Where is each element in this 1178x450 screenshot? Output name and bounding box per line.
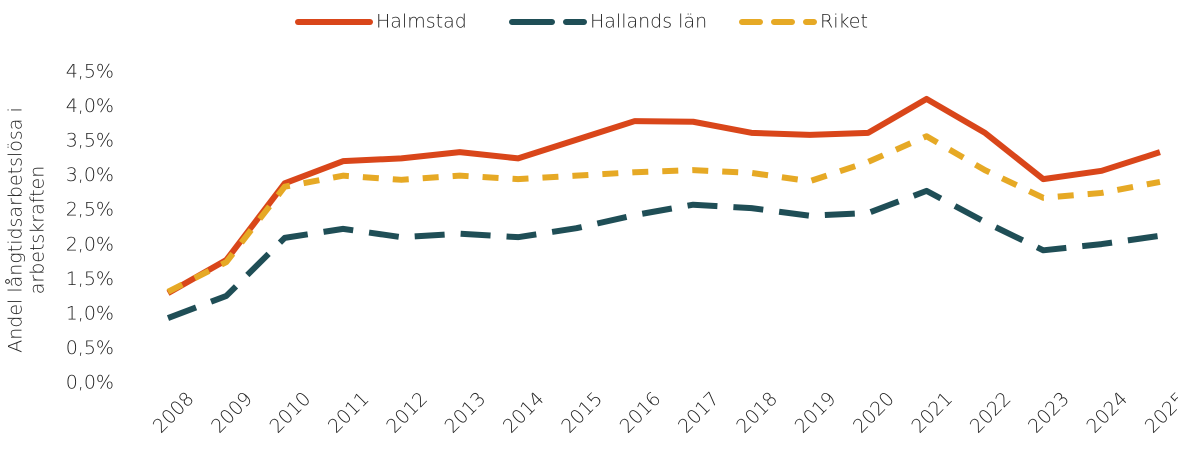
y-tick-label: 1,0% bbox=[66, 302, 114, 324]
y-tick-label: 4,5% bbox=[66, 61, 114, 83]
series-line bbox=[166, 95, 1161, 296]
x-tick-label: 2011 bbox=[324, 388, 374, 438]
y-tick-label: 0,0% bbox=[66, 372, 114, 394]
x-tick-label: 2010 bbox=[265, 388, 315, 438]
x-tick-label: 2025 bbox=[1141, 388, 1178, 438]
y-tick-label: 2,5% bbox=[66, 199, 114, 221]
legend-label: Hallands län bbox=[590, 11, 707, 33]
y-axis-label-line: Andel långtidsarbetslösa i bbox=[5, 107, 27, 352]
legend-label: Riket bbox=[820, 11, 868, 33]
y-tick-label: 3,5% bbox=[66, 130, 114, 152]
y-tick-label: 3,0% bbox=[66, 164, 114, 186]
legend-item: Hallands län bbox=[509, 11, 707, 33]
x-tick-label: 2015 bbox=[557, 388, 607, 438]
y-axis-label: Andel långtidsarbetslösa i arbetskraften bbox=[5, 107, 49, 352]
series-line bbox=[166, 187, 1161, 321]
x-tick-label: 2019 bbox=[791, 388, 841, 438]
x-tick-label: 2013 bbox=[441, 388, 491, 438]
x-tick-label: 2023 bbox=[1024, 388, 1074, 438]
x-tick-label: 2009 bbox=[207, 388, 257, 438]
x-tick-label: 2012 bbox=[382, 388, 432, 438]
legend-label: Halmstad bbox=[376, 11, 467, 33]
legend-item: Halmstad bbox=[295, 11, 467, 33]
x-tick-label: 2024 bbox=[1082, 388, 1132, 438]
y-axis-label-line: arbetskraften bbox=[27, 166, 49, 295]
x-tick-label: 2018 bbox=[732, 388, 782, 438]
y-tick-label: 2,0% bbox=[66, 233, 114, 255]
x-tick-label: 2014 bbox=[499, 388, 549, 438]
x-tick-label: 2008 bbox=[149, 388, 199, 438]
x-tick-label: 2021 bbox=[907, 388, 957, 438]
x-tick-label: 2022 bbox=[966, 388, 1016, 438]
y-tick-label: 4,0% bbox=[66, 95, 114, 117]
x-tick-label: 2020 bbox=[849, 388, 899, 438]
legend-item: Riket bbox=[739, 11, 868, 33]
x-tick-label: 2016 bbox=[616, 388, 666, 438]
x-tick-label: 2017 bbox=[674, 388, 724, 438]
y-tick-label: 0,5% bbox=[66, 337, 114, 359]
y-tick-label: 1,5% bbox=[66, 268, 114, 290]
series-line bbox=[166, 133, 1161, 295]
